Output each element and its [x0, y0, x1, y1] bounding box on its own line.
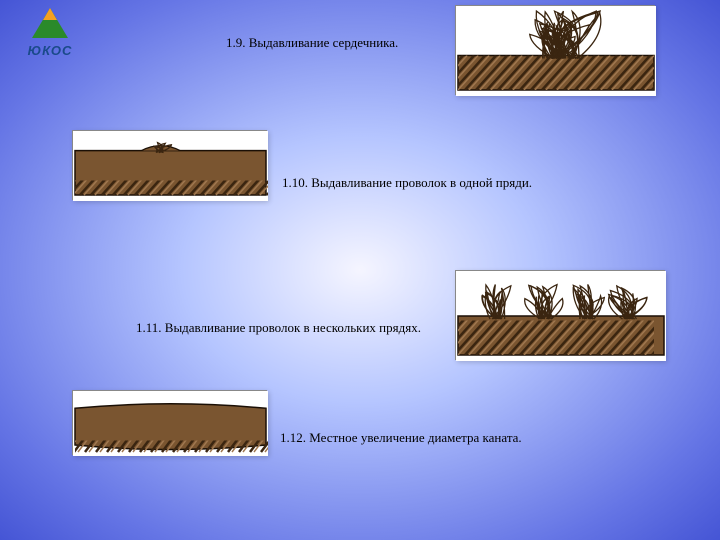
logo-text: ЮКОС	[20, 43, 80, 58]
rope-illustration-1	[72, 130, 267, 200]
caption-0: 1.9. Выдавливание сердечника.	[226, 35, 398, 51]
caption-3: 1.12. Местное увеличение диаметра каната…	[280, 430, 522, 446]
rope-illustration-3	[72, 390, 267, 455]
caption-2: 1.11. Выдавливание проволок в нескольких…	[136, 320, 421, 336]
rope-illustration-0	[455, 5, 655, 95]
company-logo: ЮКОС	[20, 8, 80, 58]
caption-1: 1.10. Выдавливание проволок в одной пряд…	[282, 175, 532, 191]
rope-illustration-2	[455, 270, 665, 360]
logo-triangle-icon	[29, 8, 71, 42]
